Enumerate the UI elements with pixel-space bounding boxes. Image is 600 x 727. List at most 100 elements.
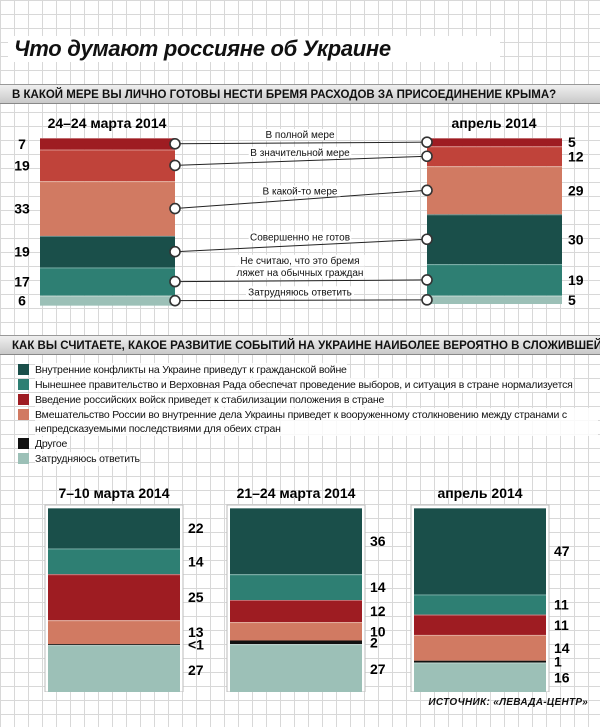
bar-segment	[230, 508, 362, 575]
value-label: <1	[188, 637, 204, 653]
segment-divider	[40, 235, 175, 237]
connector-dot	[421, 150, 433, 163]
segment-divider	[230, 508, 362, 509]
segment-divider	[48, 548, 180, 550]
segment-divider	[414, 508, 546, 509]
segment-divider	[427, 146, 562, 148]
value-label: 11	[554, 597, 569, 613]
value-label: 14	[554, 640, 570, 656]
connector-label-bg	[235, 266, 365, 278]
connector-label-bg	[248, 146, 352, 158]
period-label-1: 24–24 марта 2014	[48, 115, 167, 131]
connector-line	[174, 189, 428, 210]
connector-dot	[421, 274, 433, 286]
connector-label-bg	[259, 185, 341, 197]
connector-line	[174, 299, 428, 302]
segment-divider	[230, 600, 362, 601]
value-label: 14	[370, 579, 386, 595]
value-label: 16	[554, 669, 570, 685]
legend-label: Другое	[35, 437, 68, 451]
connector-dot	[169, 275, 181, 288]
bar-segment	[40, 138, 175, 150]
bar-segment	[40, 295, 175, 306]
segment-divider	[427, 264, 562, 266]
bar-segment	[230, 640, 362, 645]
bar-segment	[427, 214, 562, 265]
segment-divider	[414, 614, 546, 616]
ukraine-scenario-chart: 7–10 марта 2014 22 14 25 13<1 27 21–24 марта 2…	[44, 485, 570, 692]
segment-divider	[427, 166, 562, 168]
segment-divider	[427, 214, 562, 216]
bar-segment	[230, 600, 362, 623]
bar-segment	[40, 181, 175, 236]
legend-swatch	[18, 379, 29, 390]
legend-swatch	[18, 394, 29, 405]
question-1-header: В КАКОЙ МЕРЕ ВЫ ЛИЧНО ГОТОВЫ НЕСТИ БРЕМЯ…	[0, 84, 600, 104]
value-label: 36	[370, 533, 386, 549]
question-2-header: КАК ВЫ СЧИТАЕТЕ, КАКОЕ РАЗВИТИЕ СОБЫТИЙ …	[0, 335, 600, 355]
value-label: 14	[188, 553, 204, 569]
bar-segment	[48, 574, 180, 621]
value-label: 13	[188, 624, 204, 640]
bar-segment	[230, 622, 362, 641]
legend: Внутренние конфликты на Украине приведут…	[18, 363, 598, 467]
connector-dot	[169, 159, 181, 172]
connector-line	[174, 141, 428, 145]
value-label: 17	[14, 274, 30, 290]
segment-divider	[40, 295, 175, 297]
connector-label-bg	[264, 128, 336, 140]
segment-divider	[414, 634, 546, 636]
connector-label: Совершенно не готов	[250, 232, 350, 243]
period-label-2: апрель 2014	[451, 115, 536, 131]
legend-swatch	[18, 364, 29, 375]
legend-swatch	[18, 409, 29, 420]
bar-segment	[427, 264, 562, 296]
bar-segment	[40, 235, 175, 268]
segment-divider	[40, 181, 175, 183]
connector-dot	[421, 184, 433, 197]
legend-label: Введение российских войск приведет к ста…	[35, 393, 385, 407]
connector-dot	[169, 294, 181, 307]
bar-segment	[40, 149, 175, 182]
connector-line	[174, 155, 428, 166]
connector-label: В значительной мере	[250, 148, 350, 159]
bar-segment	[427, 166, 562, 215]
crimea-burden-chart: 24–24 марта 2014 апрель 20147193319176512…	[14, 115, 584, 309]
bar-segment	[230, 644, 362, 692]
value-label: 2	[370, 634, 378, 650]
legend-item: Нынешнее правительство и Верховная Рада …	[18, 378, 598, 392]
bar-segment	[414, 614, 546, 635]
period-label: 21–24 марта 2014	[237, 485, 356, 501]
segment-divider	[230, 644, 362, 646]
value-label: 5	[568, 292, 576, 308]
legend-item: Другое	[18, 437, 598, 451]
bar-segment	[48, 644, 180, 646]
bar-segment	[427, 295, 562, 304]
legend-swatch	[18, 453, 29, 464]
bar-segment	[414, 662, 546, 692]
legend-label: Вмешательство России во внутренние дела …	[35, 408, 598, 436]
connector-dot	[169, 245, 181, 258]
segment-divider	[40, 138, 175, 139]
value-label: 5	[568, 134, 576, 150]
value-label: 19	[14, 157, 30, 173]
legend-item: Внутренние конфликты на Украине приведут…	[18, 363, 598, 377]
connector-label: В полной мере	[265, 130, 334, 141]
segment-divider	[427, 295, 562, 297]
bar-segment	[414, 634, 546, 661]
legend-label: Нынешнее правительство и Верховная Рада …	[35, 378, 573, 392]
connector-dot	[169, 138, 181, 150]
connector-line	[174, 279, 428, 283]
value-label: 29	[568, 182, 584, 198]
connector-dot	[421, 136, 433, 148]
segment-divider	[48, 574, 180, 576]
value-label: 22	[188, 520, 204, 536]
bar-segment	[40, 267, 175, 296]
value-label: 12	[370, 603, 386, 619]
value-label: 1	[554, 654, 562, 670]
bar-segment	[230, 574, 362, 600]
page-title: Что думают россияне об Украине	[8, 36, 500, 62]
connector-dot	[421, 233, 433, 246]
segment-divider	[48, 508, 180, 509]
connector-label-bg	[246, 286, 354, 298]
